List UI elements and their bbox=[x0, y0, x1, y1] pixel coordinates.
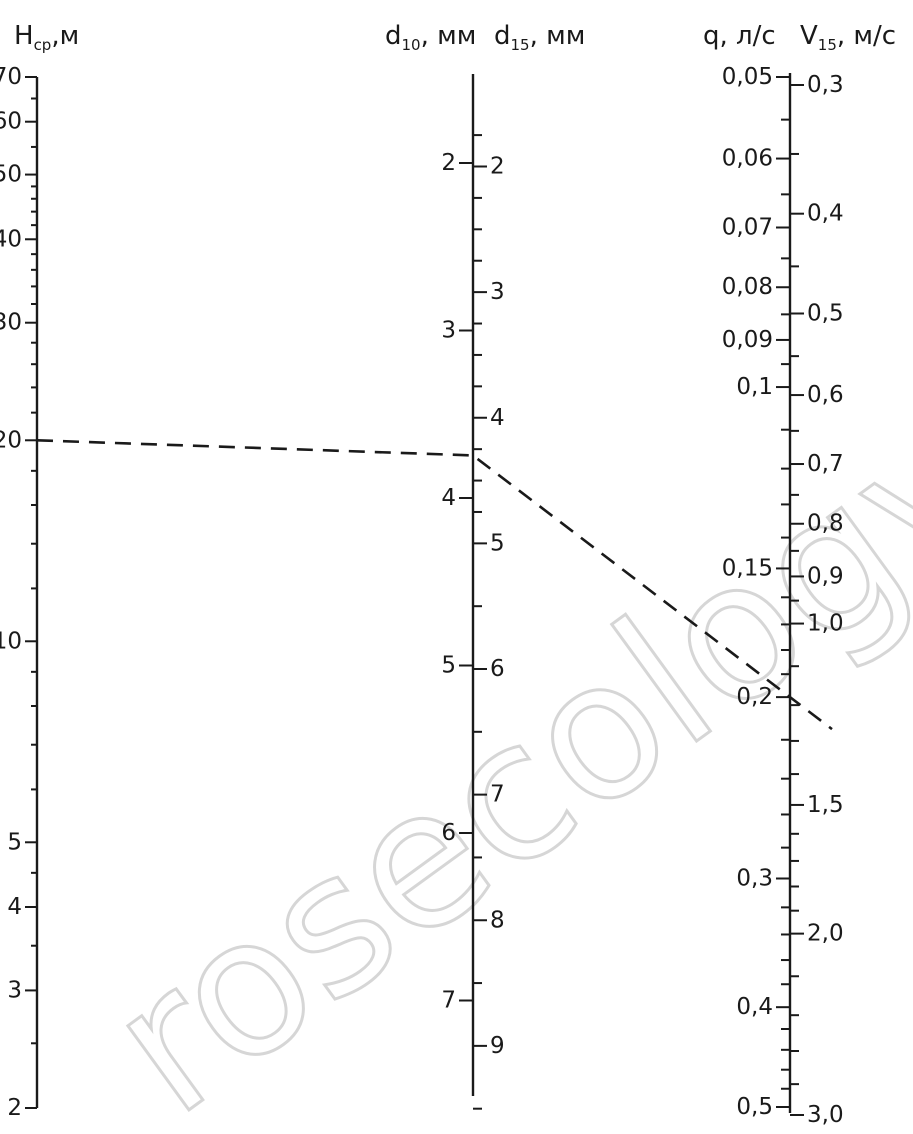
h-tick-label: 50 bbox=[0, 162, 22, 188]
d15-tick-label: 7 bbox=[490, 782, 505, 808]
header-d15: d15, мм bbox=[494, 21, 585, 54]
d15-tick-label: 8 bbox=[490, 907, 505, 933]
q-tick-label: 0,05 bbox=[722, 64, 773, 90]
q-tick-label: 0,1 bbox=[736, 374, 773, 400]
q-tick-label: 0,15 bbox=[722, 555, 773, 581]
watermark: rosecology bbox=[72, 373, 913, 1134]
q-tick-label: 0,5 bbox=[736, 1094, 773, 1120]
v-tick-label: 0,8 bbox=[807, 511, 844, 537]
q-tick-label: 0,06 bbox=[722, 146, 773, 172]
h-scale: 2 3 4 5 10 20 30 40 50 60 70 bbox=[0, 64, 37, 1121]
h-tick-label: 10 bbox=[0, 628, 22, 654]
header-d10: d10, мм bbox=[385, 21, 476, 54]
q-scale: 0,05 0,06 0,07 0,08 0,09 0,1 0,15 0,2 0,3 0,4 0,5 bbox=[722, 64, 790, 1120]
d10-tick-label: 6 bbox=[441, 820, 456, 846]
example-dashed-line bbox=[36, 438, 833, 731]
d15-tick-label: 2 bbox=[490, 154, 505, 180]
d15-tick-label: 3 bbox=[490, 279, 505, 305]
v-tick-label: 0,7 bbox=[807, 451, 844, 477]
h-tick-label: 4 bbox=[7, 894, 22, 920]
h-tick-label: 20 bbox=[0, 427, 22, 453]
h-tick-label: 70 bbox=[0, 64, 22, 90]
h-tick-label: 2 bbox=[7, 1095, 22, 1121]
v-tick-label: 1,0 bbox=[807, 611, 844, 637]
header-q: q, л/с bbox=[703, 21, 776, 51]
v-tick-label: 0,6 bbox=[807, 382, 844, 408]
d10-tick-label: 7 bbox=[441, 988, 456, 1014]
q-tick-label: 0,3 bbox=[736, 865, 773, 891]
q-tick-label: 0,09 bbox=[722, 327, 773, 353]
q-tick-label: 0,08 bbox=[722, 274, 773, 300]
d10-tick-label: 4 bbox=[441, 485, 456, 511]
header-h: Hср,м bbox=[14, 21, 79, 54]
v-scale: 0,3 0,4 0,5 0,6 0,7 0,8 0,9 1,0 1,5 2,0 3,0 bbox=[790, 72, 844, 1128]
d15-tick-label: 5 bbox=[490, 530, 505, 556]
q-tick-label: 0,4 bbox=[736, 994, 773, 1020]
v-tick-label: 0,9 bbox=[807, 563, 844, 589]
h-tick-label: 40 bbox=[0, 226, 22, 252]
d15-tick-label: 6 bbox=[490, 656, 505, 682]
v-tick-label: 0,3 bbox=[807, 72, 844, 98]
h-tick-label: 60 bbox=[0, 109, 22, 135]
v-tick-label: 2,0 bbox=[807, 921, 844, 947]
d10-tick-label: 5 bbox=[441, 653, 456, 679]
d10-tick-label: 3 bbox=[441, 318, 456, 344]
h-tick-label: 3 bbox=[7, 977, 22, 1003]
h-tick-label: 5 bbox=[7, 829, 22, 855]
q-tick-label: 0,07 bbox=[722, 215, 773, 241]
v-tick-label: 1,5 bbox=[807, 792, 844, 818]
v-tick-label: 0,5 bbox=[807, 301, 844, 327]
header-v: V15, м/с bbox=[800, 21, 896, 54]
d15-tick-label: 4 bbox=[490, 405, 505, 431]
q-tick-label: 0,2 bbox=[736, 684, 773, 710]
d10-tick-label: 2 bbox=[441, 150, 456, 176]
d15-scale: 2345678910 bbox=[473, 134, 505, 1110]
d15-tick-label: 9 bbox=[490, 1033, 505, 1059]
v-tick-label: 3,0 bbox=[807, 1102, 844, 1128]
h-tick-label: 30 bbox=[0, 310, 22, 336]
v-tick-label: 0,4 bbox=[807, 201, 844, 227]
